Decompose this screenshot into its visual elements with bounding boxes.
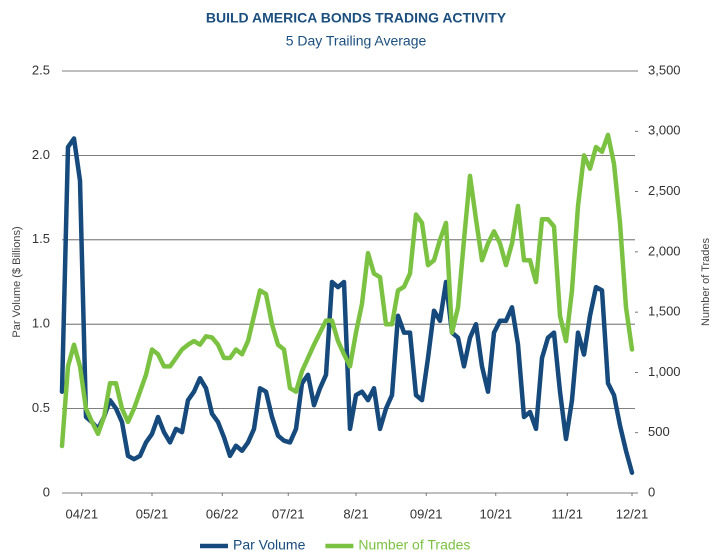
y-tick-label: 2.5 (32, 62, 50, 77)
x-tick-label: 07/21 (272, 506, 305, 521)
data-line (59, 132, 635, 449)
y-tick-label: 1.5 (32, 231, 50, 246)
chart-title: BUILD AMERICA BONDS TRADING ACTIVITY (206, 10, 507, 26)
legend-label: Number of Trades (358, 537, 470, 553)
y2-tick-label: 3,000 (648, 123, 681, 138)
x-tick-label: 06/22 (206, 506, 239, 521)
y-axis-label: Par Volume ($ Billions) (11, 226, 23, 337)
y-tick-label: 1.0 (32, 316, 50, 331)
x-tick-label: 8/21 (343, 506, 368, 521)
data-line (59, 136, 635, 475)
chart-subtitle: 5 Day Trailing Average (286, 33, 427, 49)
x-tick-label: 05/21 (136, 506, 169, 521)
y2-tick-label: 1,500 (648, 304, 681, 319)
y2-tick-label: 0 (648, 484, 655, 499)
y2-tick-label: 2,000 (648, 243, 681, 258)
x-tick-label: 04/21 (66, 506, 99, 521)
y-tick-label: 2.0 (32, 147, 50, 162)
x-tick-label: 09/21 (410, 506, 443, 521)
y-tick-label: 0.5 (32, 400, 50, 415)
y2-tick-label: 1,000 (648, 364, 681, 379)
x-tick-label: 11/21 (551, 506, 583, 521)
y2-tick-label: 2,500 (648, 183, 681, 198)
y-tick-label: 0 (43, 484, 50, 499)
y2-axis-label: Number of Trades (700, 237, 712, 326)
legend-label: Par Volume (233, 537, 306, 553)
x-tick-label: 10/21 (480, 506, 513, 521)
x-tick-label: 12/21 (616, 506, 649, 521)
y2-tick-label: 500 (648, 424, 670, 439)
y2-tick-label: 3,500 (648, 62, 681, 77)
